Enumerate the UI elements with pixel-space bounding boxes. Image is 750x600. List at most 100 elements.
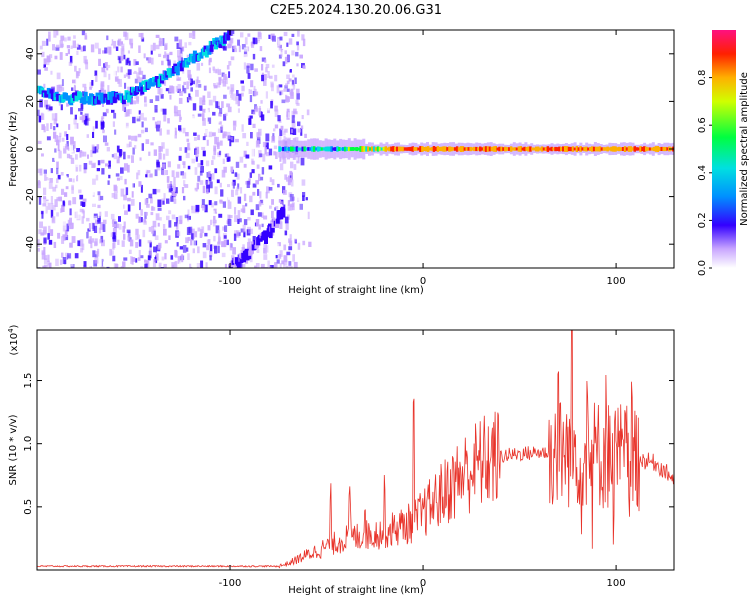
spectrogram-cell (221, 241, 225, 248)
spectrogram-cell (164, 81, 167, 86)
spectrogram-cell (41, 211, 44, 219)
spectrogram-cell (101, 239, 105, 247)
spectrogram-cell (171, 86, 175, 94)
spectrogram-cell (41, 40, 46, 46)
spectrogram-cell (145, 139, 150, 144)
spectrogram-cell (205, 58, 208, 64)
spectrogram-cell (255, 204, 260, 211)
spectrogram-cell (289, 234, 292, 240)
spectrogram-cell (529, 146, 532, 152)
spectrogram-cell (205, 262, 208, 268)
spectrogram-cell (88, 264, 91, 268)
spectrogram-cell (178, 125, 182, 131)
spectrogram-cell (291, 50, 295, 56)
spectrogram-cell (284, 216, 289, 224)
spectrogram-cell (56, 197, 60, 201)
spectrogram-cell (56, 161, 59, 169)
spectrogram-cell (189, 79, 192, 83)
spectrogram-cell (230, 56, 235, 61)
spectrogram-cell (43, 126, 46, 133)
spectrogram-cell (204, 49, 209, 58)
spectrogram-cell (332, 147, 335, 151)
spectrogram-cell (164, 253, 167, 260)
spectrogram-cell (252, 123, 256, 128)
spectrogram-cell (64, 131, 67, 137)
spectrogram-cell (226, 239, 229, 246)
spectrogram-cell (60, 104, 63, 111)
spectrogram-cell (145, 212, 148, 216)
spectrogram-cell (365, 146, 368, 152)
spectrogram-cell (217, 229, 221, 237)
spectrogram-cell (201, 199, 205, 205)
spectrogram-cell (59, 86, 62, 93)
spectrogram-cell (169, 85, 174, 93)
spectrogram-cell (92, 178, 96, 185)
spectrogram-cell (92, 131, 95, 138)
spectrogram-cell (224, 225, 228, 232)
spectrogram-cell (283, 31, 288, 37)
spectrogram-cell (217, 128, 221, 133)
spectrogram-cell (270, 192, 274, 199)
spectrogram-cell (55, 184, 58, 189)
spectrogram-cell (97, 160, 101, 166)
spectrogram-cell (39, 221, 43, 229)
spectrogram-cell (631, 147, 634, 151)
spectrogram-cell (330, 146, 333, 152)
spectrogram-cell (461, 146, 465, 152)
spectrogram-cell (275, 219, 280, 228)
spectrogram-cell (90, 240, 93, 249)
spectrogram-cell (177, 110, 181, 116)
spectrogram-cell (261, 64, 264, 71)
spectrogram-cell (56, 212, 59, 217)
spectrogram-cell (229, 242, 233, 251)
spectrogram-cell (74, 114, 77, 120)
spectrogram-cell (215, 225, 220, 234)
spectrogram-cell (283, 255, 288, 263)
spectrogram-cell (45, 206, 48, 214)
spectrogram-cell (241, 92, 244, 97)
spectrogram-cell (289, 205, 294, 211)
spectrogram-cell (267, 106, 270, 111)
spectrogram-cell (242, 133, 247, 139)
spectrogram-cell (49, 89, 54, 94)
spectrogram-cell (91, 144, 95, 151)
spectrogram-cell (40, 232, 45, 236)
spectrogram-cell (246, 229, 251, 236)
spectrogram-cell (80, 103, 84, 111)
spectrogram-cell (162, 224, 166, 229)
spectrogram-cell (120, 48, 125, 55)
spectrogram-cell (44, 100, 48, 108)
spectrogram-cell (240, 187, 243, 194)
spectrogram-cell (390, 146, 393, 152)
spectrogram-cell (95, 254, 98, 258)
spectrogram-cell (78, 144, 82, 149)
spectrogram-cell (143, 220, 147, 225)
spectrogram-cell (115, 82, 120, 90)
spectrogram-cell (154, 169, 158, 177)
spectrogram-cell (127, 69, 132, 75)
spectrogram-cell (60, 35, 65, 41)
spectrogram-cell (264, 142, 267, 146)
spectrogram-cell (112, 121, 115, 127)
spectrogram-cell (407, 147, 411, 151)
snr-y-tick-label: 1.5 (23, 373, 34, 389)
spectrogram-cell (53, 126, 56, 131)
spectrogram-cell (270, 123, 273, 127)
spectrogram-cell (287, 147, 291, 152)
spectrogram-cell (259, 46, 263, 52)
spectrogram-cell (253, 85, 256, 90)
spectrogram-cell (111, 250, 114, 255)
spectrogram-cell (183, 162, 186, 169)
spectrogram-cell (102, 112, 107, 117)
spectrogram-cell (261, 72, 264, 76)
spectrogram-cell (224, 131, 228, 137)
spectrogram-cell (49, 54, 53, 63)
spectrogram-cell (226, 34, 231, 41)
spectrogram-cell (190, 78, 193, 86)
spectrogram-cell (124, 163, 128, 171)
snr-x-tick-label: -100 (219, 578, 242, 589)
spectrogram-cell (177, 55, 182, 62)
spectrogram-cell (252, 37, 255, 44)
spectrogram-cell (271, 206, 274, 215)
spectrogram-cell (168, 142, 171, 146)
